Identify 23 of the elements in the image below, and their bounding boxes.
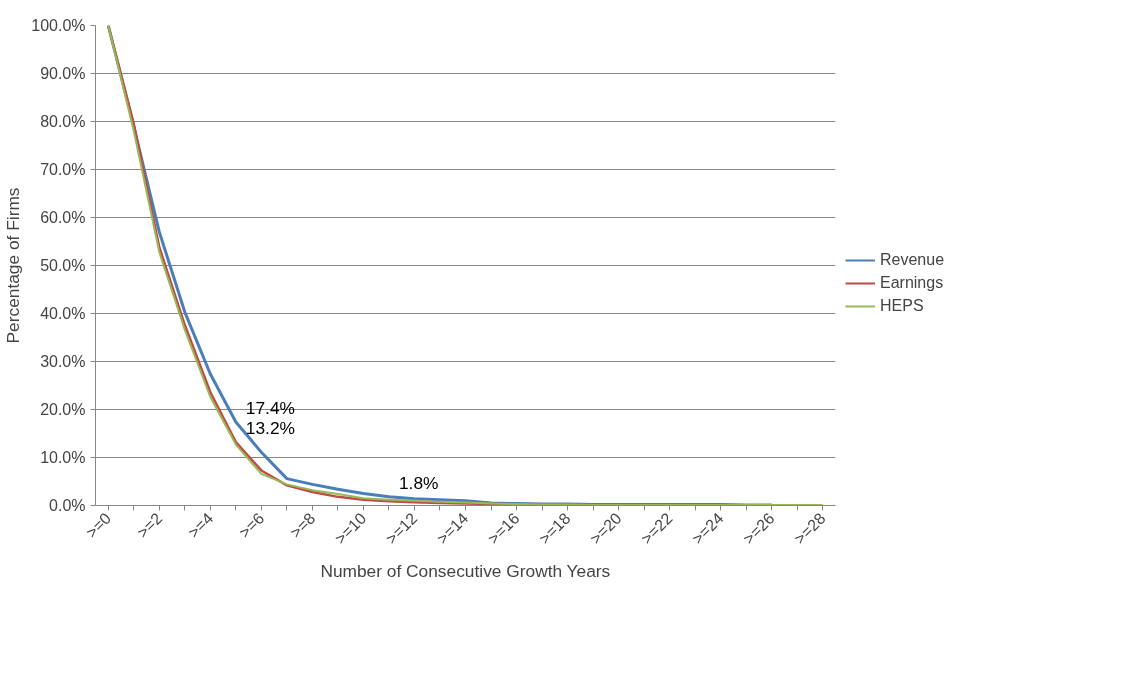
- legend-label: Earnings: [880, 274, 944, 292]
- y-tick-label: 60.0%: [40, 209, 86, 226]
- y-tick-label: 20.0%: [40, 401, 86, 418]
- y-tick-label: 80.0%: [40, 113, 86, 130]
- y-tick-label: 0.0%: [49, 497, 86, 514]
- x-tick-label: >=8: [286, 509, 319, 542]
- y-axis-title: Percentage of Firms: [3, 187, 24, 344]
- y-tick-label: 40.0%: [40, 305, 86, 322]
- legend-label: HEPS: [880, 297, 924, 315]
- legend-label: Revenue: [880, 251, 945, 269]
- x-tick-label: >=2: [133, 509, 166, 542]
- y-tick-label: 90.0%: [40, 65, 86, 82]
- y-tick-label: 70.0%: [40, 161, 86, 178]
- x-tick-label: >=6: [235, 509, 268, 542]
- y-tick-label: 100.0%: [31, 17, 86, 34]
- y-tick-label: 30.0%: [40, 353, 86, 370]
- x-axis-title: Number of Consecutive Growth Years: [320, 561, 611, 582]
- data-label: 1.8%: [398, 472, 439, 493]
- data-label: 13.2%: [245, 418, 295, 439]
- y-tick-label: 10.0%: [40, 449, 86, 466]
- data-label: 17.4%: [245, 397, 295, 418]
- x-tick-label: >=4: [184, 509, 217, 542]
- y-tick-label: 50.0%: [40, 257, 86, 274]
